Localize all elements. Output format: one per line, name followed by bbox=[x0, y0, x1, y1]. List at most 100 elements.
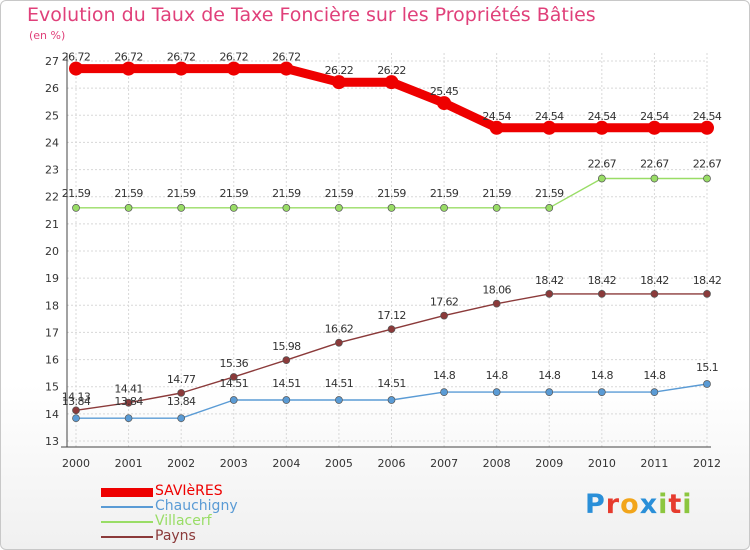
data-point bbox=[387, 203, 396, 212]
brand-letter: i bbox=[682, 489, 693, 520]
brand-logo: Proxiti bbox=[585, 489, 693, 520]
data-label: 14.8 bbox=[486, 369, 509, 382]
data-point bbox=[69, 61, 83, 76]
legend-label: Villacerf bbox=[155, 513, 212, 529]
brand-letter: t bbox=[668, 489, 683, 520]
x-tick-label: 2010 bbox=[588, 457, 616, 470]
x-tick-label: 2003 bbox=[220, 457, 248, 470]
x-tick-label: 2008 bbox=[483, 457, 511, 470]
data-label: 22.67 bbox=[640, 158, 669, 171]
data-label: 14.8 bbox=[433, 369, 456, 382]
data-point bbox=[597, 290, 606, 298]
data-label: 14.13 bbox=[62, 390, 91, 403]
data-label: 26.22 bbox=[377, 64, 406, 77]
data-point bbox=[282, 396, 291, 404]
data-label: 26.72 bbox=[272, 51, 301, 64]
data-point bbox=[597, 388, 606, 396]
data-point bbox=[703, 174, 711, 183]
data-label: 21.59 bbox=[62, 187, 91, 200]
data-point bbox=[387, 396, 396, 404]
legend-item: Chauchigny bbox=[101, 498, 301, 515]
data-label: 18.06 bbox=[482, 284, 511, 297]
data-point bbox=[335, 338, 343, 347]
data-point bbox=[72, 203, 80, 212]
data-label: 14.51 bbox=[325, 377, 354, 390]
data-label: 18.42 bbox=[588, 274, 617, 287]
data-labels: 26.72 26.72 26.72 26.72 26.72 26.22 26.22 25.45… bbox=[62, 51, 723, 409]
legend-label: Chauchigny bbox=[155, 498, 238, 514]
data-point bbox=[177, 389, 186, 397]
brand-letter: o bbox=[620, 489, 640, 520]
data-point bbox=[177, 203, 186, 212]
data-point bbox=[545, 290, 554, 298]
data-point bbox=[387, 325, 396, 334]
series-layer bbox=[69, 61, 714, 423]
y-tick-label: 21 bbox=[45, 218, 59, 231]
data-label: 26.72 bbox=[114, 51, 143, 64]
y-tick-label: 23 bbox=[45, 164, 59, 177]
data-label: 24.54 bbox=[693, 110, 722, 123]
data-point bbox=[545, 203, 554, 212]
y-tick-label: 16 bbox=[45, 354, 59, 367]
data-point bbox=[331, 75, 346, 90]
data-label: 15.98 bbox=[272, 340, 301, 353]
y-tick-label: 25 bbox=[45, 109, 59, 122]
y-tick-label: 26 bbox=[45, 82, 59, 95]
data-point bbox=[282, 356, 291, 364]
data-point bbox=[384, 75, 399, 90]
data-point bbox=[282, 203, 291, 212]
data-point bbox=[177, 414, 186, 423]
data-label: 13.84 bbox=[62, 395, 91, 408]
y-tick-label: 22 bbox=[45, 191, 59, 204]
data-label: 26.22 bbox=[325, 64, 354, 77]
data-label: 14.8 bbox=[643, 369, 666, 382]
data-point bbox=[335, 203, 343, 212]
data-point bbox=[124, 203, 133, 212]
data-point bbox=[650, 174, 659, 183]
data-point bbox=[703, 380, 711, 388]
data-label: 14.41 bbox=[114, 383, 143, 396]
data-point bbox=[542, 120, 557, 135]
data-label: 25.45 bbox=[430, 85, 459, 98]
y-tick-label: 15 bbox=[45, 381, 59, 394]
data-label: 22.67 bbox=[588, 158, 617, 171]
x-tick-label: 2005 bbox=[325, 457, 353, 470]
x-tick-label: 2004 bbox=[272, 457, 300, 470]
data-label: 13.84 bbox=[114, 395, 143, 408]
data-label: 17.12 bbox=[377, 309, 406, 322]
data-label: 14.51 bbox=[220, 377, 249, 390]
data-label: 14.51 bbox=[272, 377, 301, 390]
data-point bbox=[124, 414, 133, 423]
data-point bbox=[594, 120, 609, 135]
data-label: 18.42 bbox=[535, 274, 564, 287]
data-label: 16.62 bbox=[325, 323, 354, 336]
data-point bbox=[650, 290, 659, 298]
data-point bbox=[437, 96, 452, 111]
data-point bbox=[650, 388, 659, 396]
axes: 13 14 15 16 17 18 19 20 21 22 23 24 25 26 27 2000 2001 20… bbox=[45, 53, 721, 470]
data-point bbox=[489, 120, 504, 135]
y-tick-label: 13 bbox=[45, 435, 59, 448]
data-label: 24.54 bbox=[588, 110, 617, 123]
data-label: 21.59 bbox=[325, 187, 354, 200]
data-label: 21.59 bbox=[482, 187, 511, 200]
data-label: 26.72 bbox=[62, 51, 91, 64]
data-point bbox=[174, 61, 189, 76]
legend-item: Payns bbox=[101, 528, 301, 545]
y-tick-label: 20 bbox=[45, 245, 59, 258]
data-label: 18.42 bbox=[693, 274, 722, 287]
legend-label: Payns bbox=[155, 528, 196, 544]
data-point bbox=[335, 396, 343, 404]
data-label: 21.59 bbox=[272, 187, 301, 200]
legend-swatch bbox=[101, 487, 153, 497]
legend: SAVIèRES Chauchigny Villacerf Payns bbox=[101, 484, 301, 545]
legend-swatch bbox=[101, 521, 153, 523]
data-point bbox=[229, 203, 238, 212]
x-tick-label: 2009 bbox=[535, 457, 563, 470]
y-tick-label: 18 bbox=[45, 299, 59, 312]
data-point bbox=[72, 414, 80, 423]
x-tick-label: 2012 bbox=[693, 457, 721, 470]
data-label: 15.1 bbox=[696, 361, 718, 374]
data-point bbox=[279, 61, 294, 76]
